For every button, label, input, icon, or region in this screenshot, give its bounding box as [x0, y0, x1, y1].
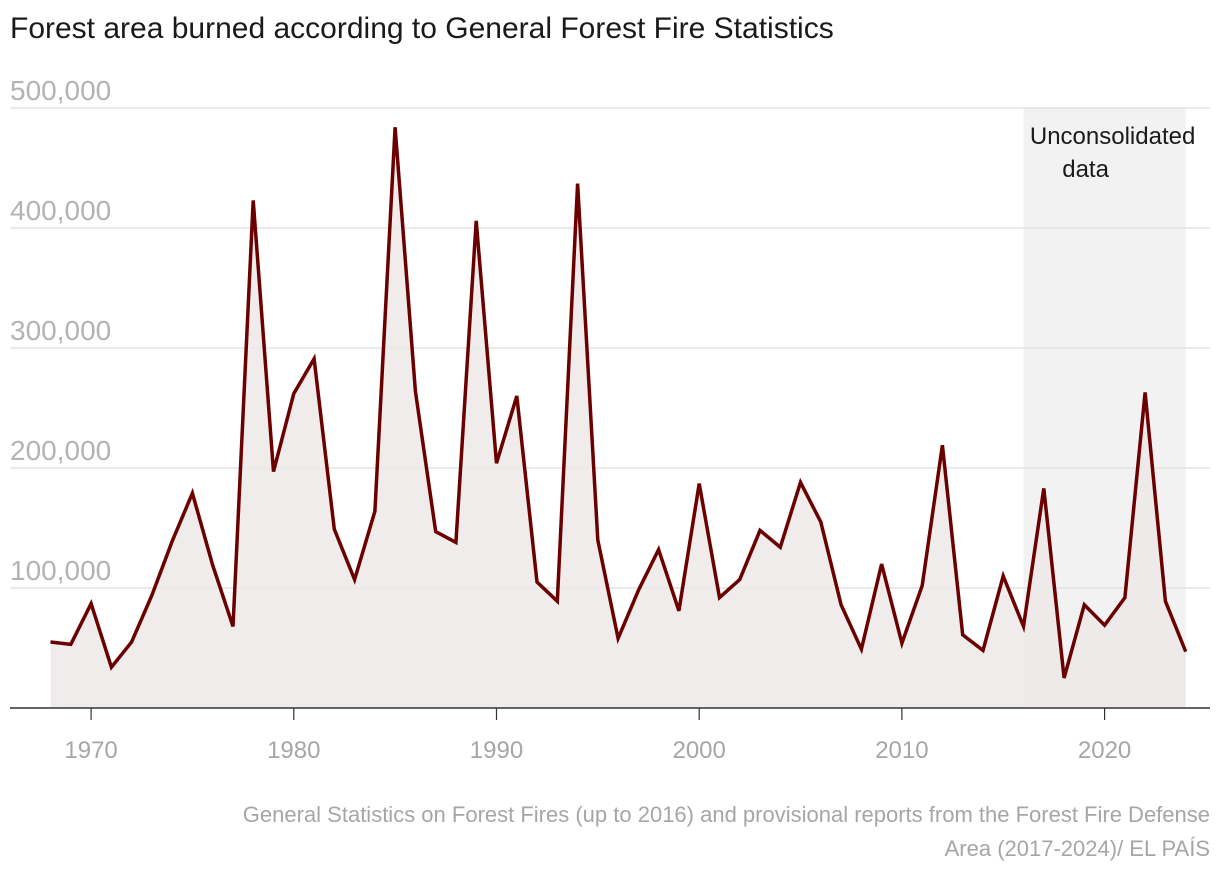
x-tick-label: 1970 [64, 737, 117, 764]
y-tick-label: 400,000 [10, 195, 111, 226]
data-point-2006 [819, 520, 823, 524]
data-point-1983 [353, 578, 357, 582]
band-label-line-2: data [1062, 156, 1109, 183]
data-point-1995 [596, 538, 600, 542]
data-point-1972 [130, 640, 134, 644]
y-tick-label: 300,000 [10, 315, 111, 346]
band-label-line-1: Unconsolidated [1030, 123, 1195, 150]
data-point-1992 [535, 580, 539, 584]
data-point-2012 [940, 443, 944, 447]
y-axis-ticks: 100,000 200,000 300,000 400,000 500,000 [10, 75, 111, 586]
source-note: General Statistics on Forest Fires (up t… [10, 798, 1210, 866]
data-point-1980 [292, 392, 296, 396]
data-point-1988 [454, 540, 458, 544]
series-line [50, 127, 1188, 679]
data-point-1974 [170, 539, 174, 543]
data-point-2008 [859, 647, 863, 651]
y-tick-label: 200,000 [10, 435, 111, 466]
x-tick-label: 2020 [1078, 737, 1131, 764]
source-line-2: Area (2017-2024)/ EL PAÍS [944, 836, 1210, 861]
data-point-1986 [413, 389, 417, 393]
data-point-2003 [758, 528, 762, 532]
data-point-2002 [738, 578, 742, 582]
data-point-1978 [251, 198, 255, 202]
data-point-2021 [1123, 596, 1127, 600]
y-tick-label: 100,000 [10, 555, 111, 586]
data-point-2009 [880, 562, 884, 566]
source-line-1: General Statistics on Forest Fires (up t… [242, 802, 1210, 827]
data-point-2010 [900, 641, 904, 645]
data-point-1971 [109, 665, 113, 669]
data-point-1996 [616, 636, 620, 640]
area-fill [50, 127, 1186, 708]
data-point-2015 [1001, 574, 1005, 578]
data-point-2024 [1184, 650, 1188, 654]
data-point-1981 [312, 357, 316, 361]
x-axis-ticks: 1970 1980 1990 2000 2010 2020 [64, 708, 1131, 764]
data-point-1989 [474, 219, 478, 223]
data-point-1997 [636, 588, 640, 592]
data-point-1977 [231, 624, 235, 628]
chart-title: Forest area burned according to General … [10, 12, 834, 45]
data-point-2004 [778, 545, 782, 549]
data-point-1969 [69, 642, 73, 646]
data-point-2005 [799, 480, 803, 484]
data-point-1990 [495, 461, 499, 465]
data-point-1979 [272, 470, 276, 474]
data-point-2020 [1103, 623, 1107, 627]
x-tick-label: 1980 [267, 737, 320, 764]
data-point-2016 [1022, 624, 1026, 628]
data-point-1993 [555, 599, 559, 603]
data-point-2018 [1062, 676, 1066, 680]
data-point-2019 [1082, 603, 1086, 607]
x-tick-label: 2000 [672, 737, 725, 764]
data-point-2011 [920, 584, 924, 588]
data-point-2014 [981, 648, 985, 652]
data-point-1975 [190, 491, 194, 495]
data-point-2022 [1143, 390, 1147, 394]
data-point-1998 [657, 548, 661, 552]
data-point-1999 [677, 609, 681, 613]
data-point-2013 [961, 633, 965, 637]
data-point-1987 [434, 530, 438, 534]
data-point-2000 [697, 482, 701, 486]
data-point-1991 [515, 394, 519, 398]
x-tick-label: 2010 [875, 737, 928, 764]
data-point-1976 [211, 563, 215, 567]
y-tick-label: 500,000 [10, 75, 111, 106]
x-tick-label: 1990 [470, 737, 523, 764]
data-point-1984 [373, 509, 377, 513]
data-point-1970 [89, 602, 93, 606]
data-point-2001 [718, 596, 722, 600]
data-point-1973 [150, 593, 154, 597]
data-point-1994 [576, 182, 580, 186]
data-point-1985 [393, 125, 397, 129]
data-point-1982 [332, 527, 336, 531]
data-point-1968 [49, 640, 53, 644]
data-point-2023 [1163, 599, 1167, 603]
data-point-2017 [1042, 486, 1046, 490]
data-point-2007 [839, 603, 843, 607]
